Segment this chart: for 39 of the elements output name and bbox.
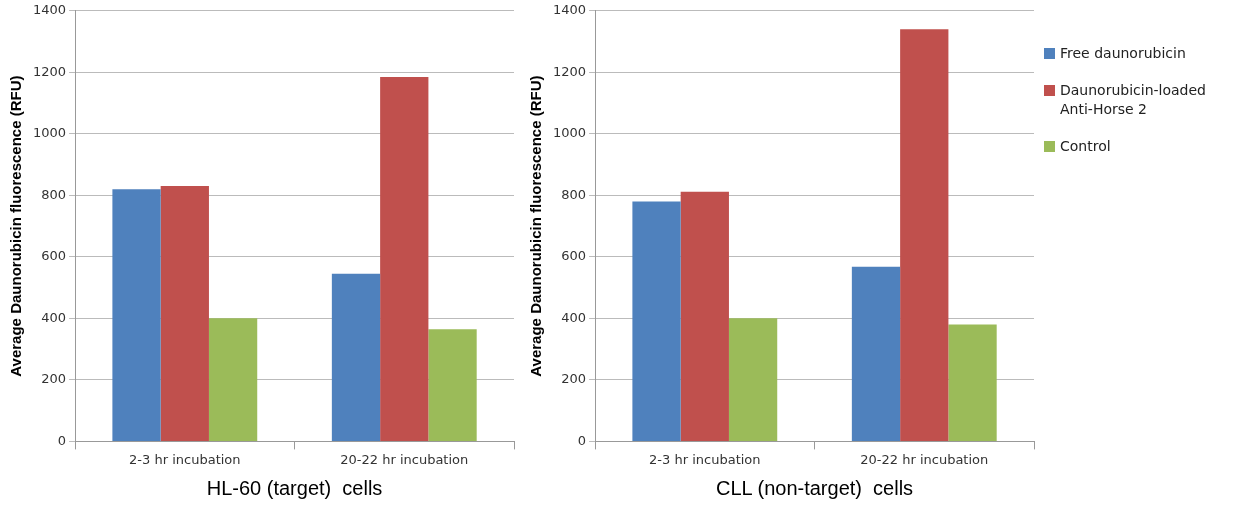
- bar: [728, 318, 778, 441]
- y-tick-label: 1200: [32, 63, 67, 79]
- bar: [428, 329, 477, 441]
- legend-label: Free daunorubicin: [1060, 44, 1186, 63]
- y-tick-label: 1000: [32, 125, 67, 141]
- bar: [331, 273, 381, 441]
- x-tick-label: 2-3 hr incubation: [129, 451, 241, 467]
- y-tick-label: 1400: [552, 2, 587, 18]
- y-tick-label: 400: [561, 309, 587, 325]
- bar: [948, 324, 997, 441]
- y-tick-label: 800: [561, 186, 587, 202]
- y-tick-label: 1200: [552, 63, 587, 79]
- y-tick-label: 600: [41, 248, 67, 264]
- bar: [160, 186, 209, 441]
- x-axis-title: HL-60 (target) cells: [206, 476, 383, 499]
- bar: [380, 76, 429, 441]
- bar: [632, 201, 681, 441]
- legend-label: Control: [1060, 137, 1111, 156]
- y-tick-label: 800: [41, 186, 67, 202]
- bar: [112, 189, 161, 441]
- y-tick-label: 200: [561, 371, 587, 387]
- y-tick-label: 0: [577, 432, 587, 448]
- y-tick-label: 0: [57, 432, 67, 448]
- bar: [900, 29, 949, 441]
- y-tick-label: 200: [41, 371, 67, 387]
- x-tick-label: 2-3 hr incubation: [649, 451, 761, 467]
- legend-label: Daunorubicin-loaded Anti-Horse 2: [1060, 81, 1207, 119]
- x-tick-label: 20-22 hr incubation: [340, 451, 469, 467]
- bar: [680, 191, 729, 441]
- x-axis-title: CLL (non-target) cells: [715, 476, 914, 499]
- bar: [208, 318, 258, 441]
- y-tick-label: 1000: [552, 125, 587, 141]
- bar: [851, 266, 901, 441]
- y-axis-title: Average Daunorubicin fluorescence (RFU): [527, 75, 545, 377]
- y-axis-title: Average Daunorubicin fluorescence (RFU): [7, 75, 25, 377]
- x-tick-label: 20-22 hr incubation: [860, 451, 989, 467]
- y-tick-label: 400: [41, 309, 67, 325]
- y-tick-label: 1400: [32, 2, 67, 18]
- y-tick-label: 600: [561, 248, 587, 264]
